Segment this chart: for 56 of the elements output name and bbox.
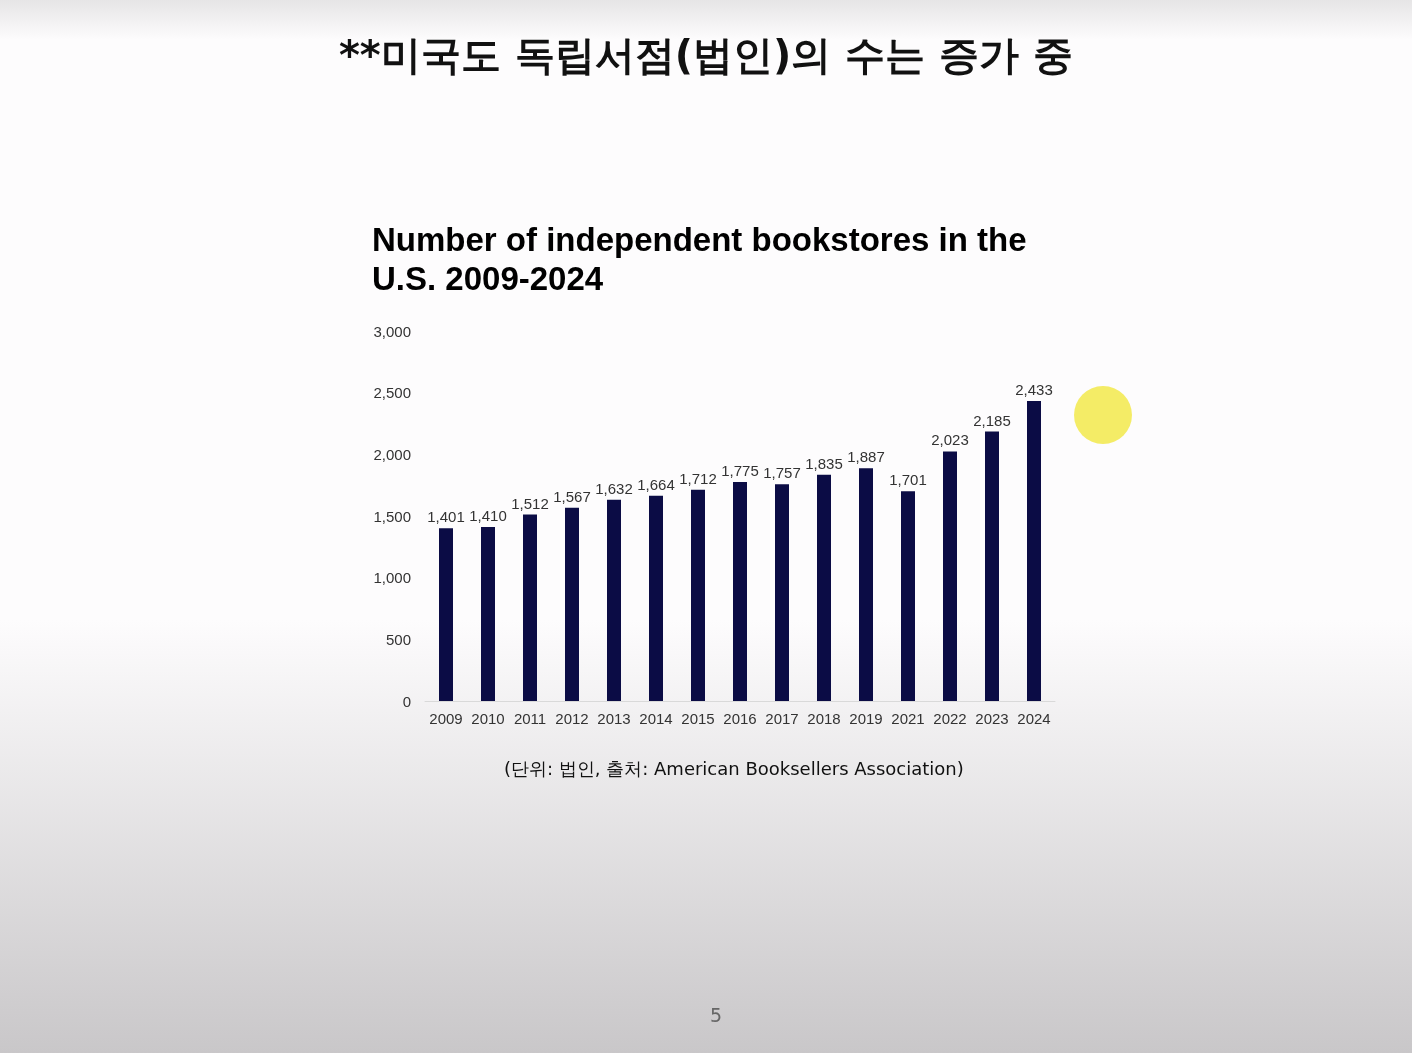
data-label: 1,632 [595,479,633,497]
data-label: 1,712 [679,469,717,487]
chart-title: **미국도 독립서점(법인)의 수는 증가 중 [337,31,1075,80]
data-label: 1,887 [847,448,885,466]
bar [985,431,999,701]
bar [901,491,915,701]
bar [481,527,495,701]
y-tick-label: 2,000 [373,445,411,463]
x-tick-label: 2012 [555,710,589,727]
data-label: 1,401 [427,508,465,526]
data-label: 2,433 [1015,380,1053,398]
chart-subtitle: Number of independent bookstores in the U.S. 2009-2024 [372,220,1028,298]
data-label: 1,775 [721,462,759,480]
bar [1027,400,1041,701]
y-tick-label: 1,500 [373,507,411,525]
x-tick-label: 2015 [681,710,715,727]
bar [523,514,537,701]
y-tick-label: 500 [385,630,411,648]
bar [817,474,831,701]
data-label: 1,664 [637,475,675,493]
x-tick-label: 2021 [891,710,925,727]
y-tick-label: 2,500 [373,384,411,402]
data-label: 1,512 [511,494,549,512]
data-label: 1,567 [553,487,591,505]
x-tick-label: 2024 [1017,710,1051,727]
y-tick-label: 0 [402,692,411,710]
bar [691,489,705,701]
x-tick-label: 2009 [429,710,463,727]
text: 5 [708,1004,724,1026]
bar [607,499,621,701]
data-label: 1,410 [469,507,507,525]
bar [733,482,747,701]
bar [649,495,663,701]
y-tick-label: 3,000 [373,322,411,340]
data-label: 1,701 [889,471,927,489]
x-tick-label: 2022 [933,710,967,727]
x-tick-label: 2013 [597,710,631,727]
y-tick-label: 1,000 [373,569,411,587]
data-label: 2,185 [973,411,1011,429]
bar [859,468,873,701]
bar [943,451,957,701]
x-tick-label: 2017 [765,710,799,727]
x-tick-label: 2010 [471,710,505,727]
bar [775,484,789,701]
x-tick-label: 2023 [975,710,1009,727]
bar [439,528,453,701]
data-label: 2,023 [931,431,969,449]
data-label: 1,757 [763,464,801,482]
x-tick-label: 2014 [639,710,673,727]
bar [565,507,579,701]
text: (단위: 법인, 출처: American Booksellers Association) [504,757,964,781]
data-label: 1,835 [805,454,843,472]
x-tick-label: 2019 [849,710,883,727]
x-tick-label: 2016 [723,710,757,727]
x-tick-label: 2011 [513,710,547,727]
x-tick-label: 2018 [807,710,841,727]
